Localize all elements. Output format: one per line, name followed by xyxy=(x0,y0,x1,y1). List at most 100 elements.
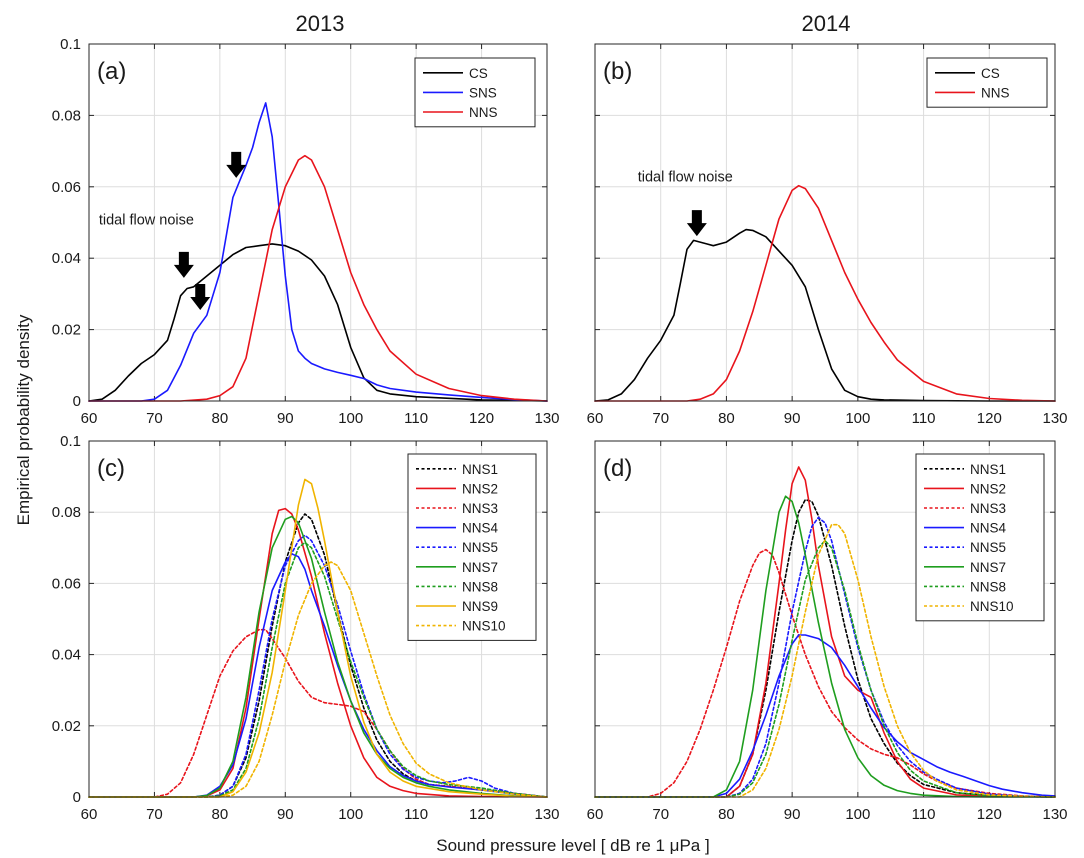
legend-label: NNS2 xyxy=(462,481,498,496)
legend: NNS1 NNS2 NNS3 NNS4 NNS5 NNS7 NNS8 NNS10 xyxy=(915,453,1045,622)
column-title-2013: 2013 xyxy=(296,11,345,36)
x-tick-label: 120 xyxy=(977,410,1002,427)
x-tick-label: 90 xyxy=(277,806,294,823)
series-nns9 xyxy=(88,478,548,798)
y-tick-label: 0.06 xyxy=(52,575,81,592)
series-nns4 xyxy=(88,553,548,798)
x-tick-label: 60 xyxy=(81,410,98,427)
legend-label: NNS10 xyxy=(970,599,1014,614)
legend-label: NNS8 xyxy=(970,579,1006,594)
legend-label: NNS4 xyxy=(462,521,499,536)
plot-frame xyxy=(88,440,548,798)
plot-frame xyxy=(594,440,1056,798)
panel-c: 60 70 80 90 100 110 120 130 0 0.02 0.04 0.06 0.08 0.1… xyxy=(52,433,560,823)
legend-label: NNS7 xyxy=(970,560,1006,575)
legend-label: NNS1 xyxy=(462,462,498,477)
legend-label: NNS3 xyxy=(462,501,498,516)
x-tick-label: 80 xyxy=(718,806,735,823)
legend-label: NNS1 xyxy=(970,462,1006,477)
series-nns8 xyxy=(88,541,548,798)
x-tick-label: 130 xyxy=(534,806,559,823)
x-tick-label: 90 xyxy=(277,410,294,427)
x-tick-label: 90 xyxy=(784,410,801,427)
x-tick-label: 80 xyxy=(718,410,735,427)
panel-a: 60 70 80 90 100 110 120 130 0 0.02 0.04 0.06 0.08 0.1… xyxy=(52,36,560,427)
x-tick-label: 130 xyxy=(1042,806,1067,823)
series-nns xyxy=(594,184,1056,402)
y-tick-label: 0.1 xyxy=(60,36,81,53)
x-tick-label: 80 xyxy=(212,410,229,427)
annotation-tidal-flow-noise: tidal flow noise xyxy=(99,212,194,228)
x-tick-label: 120 xyxy=(977,806,1002,823)
series-nns xyxy=(88,154,548,402)
legend-label: NNS5 xyxy=(462,540,498,555)
x-tick-label: 100 xyxy=(338,410,363,427)
series-nns7 xyxy=(594,495,1056,798)
legend-label: NNS9 xyxy=(462,599,498,614)
series-nns10 xyxy=(88,561,548,798)
legend-label: NNS4 xyxy=(970,521,1007,536)
panel-b: 60 70 80 90 100 110 120 130 (b) tidal flow noise C… xyxy=(587,43,1068,427)
y-tick-label: 0.04 xyxy=(52,250,81,267)
y-tick-label: 0 xyxy=(73,393,81,410)
legend-box xyxy=(926,57,1048,108)
annotation-tidal-flow-noise: tidal flow noise xyxy=(638,169,733,185)
legend-label: NNS3 xyxy=(970,501,1006,516)
arrow-down-icon xyxy=(686,210,707,237)
x-tick-label: 110 xyxy=(404,410,428,427)
x-tick-label: 100 xyxy=(845,806,870,823)
y-tick-label: 0.06 xyxy=(52,179,81,196)
x-tick-label: 90 xyxy=(784,806,801,823)
series-cs xyxy=(88,243,548,402)
x-tick-label: 70 xyxy=(146,806,163,823)
arrow-down-icon xyxy=(190,283,211,310)
series-cs xyxy=(594,228,1056,402)
arrow-down-icon xyxy=(226,151,247,178)
panels: 60 70 80 90 100 110 120 130 0 0.02 0.04 0.06 0.08 0.1… xyxy=(52,36,1068,823)
legend: NNS1 NNS2 NNS3 NNS4 NNS5 NNS7 NNS8 NNS9 NNS10 xyxy=(407,453,537,641)
series-nns8 xyxy=(594,539,1056,798)
series-nns7 xyxy=(88,515,548,798)
plot-frame xyxy=(88,43,548,402)
legend-box xyxy=(915,453,1045,622)
y-tick-label: 0.04 xyxy=(52,647,81,664)
x-axis-label: Sound pressure level [ dB re 1 μPa ] xyxy=(436,836,709,855)
y-axis-label: Empirical probability density xyxy=(14,314,33,525)
arrow-down-icon xyxy=(173,251,194,278)
legend: CS NNS xyxy=(926,57,1048,108)
legend: CS SNS NNS xyxy=(414,57,536,128)
x-tick-label: 110 xyxy=(404,806,428,823)
legend-label: NNS10 xyxy=(462,619,506,634)
series-nns2 xyxy=(88,507,548,798)
legend-label: NNS5 xyxy=(970,540,1006,555)
x-tick-label: 60 xyxy=(587,410,604,427)
legend-label: SNS xyxy=(469,85,497,100)
x-tick-label: 70 xyxy=(652,410,669,427)
y-tick-label: 0.08 xyxy=(52,107,81,124)
series-nns5 xyxy=(88,534,548,798)
legend-label: CS xyxy=(469,66,488,81)
series-nns3 xyxy=(88,628,548,798)
legend-label: NNS xyxy=(981,85,1010,100)
panel-letter: (c) xyxy=(97,455,125,482)
x-tick-label: 60 xyxy=(81,806,98,823)
y-tick-label: 0.1 xyxy=(60,433,81,450)
x-tick-label: 110 xyxy=(912,806,936,823)
x-tick-label: 130 xyxy=(1042,410,1067,427)
x-tick-label: 60 xyxy=(587,806,604,823)
x-tick-label: 70 xyxy=(146,410,163,427)
x-tick-label: 120 xyxy=(469,806,494,823)
x-tick-label: 100 xyxy=(338,806,363,823)
x-tick-label: 70 xyxy=(652,806,669,823)
plot-frame xyxy=(594,43,1056,402)
series-nns4 xyxy=(594,634,1056,798)
panel-letter: (b) xyxy=(603,58,632,85)
x-tick-label: 110 xyxy=(912,410,936,427)
legend-label: NNS7 xyxy=(462,560,498,575)
panel-letter: (a) xyxy=(97,58,126,85)
x-tick-label: 130 xyxy=(534,410,559,427)
y-tick-label: 0.02 xyxy=(52,718,81,735)
panel-letter: (d) xyxy=(603,455,632,482)
x-tick-label: 100 xyxy=(845,410,870,427)
